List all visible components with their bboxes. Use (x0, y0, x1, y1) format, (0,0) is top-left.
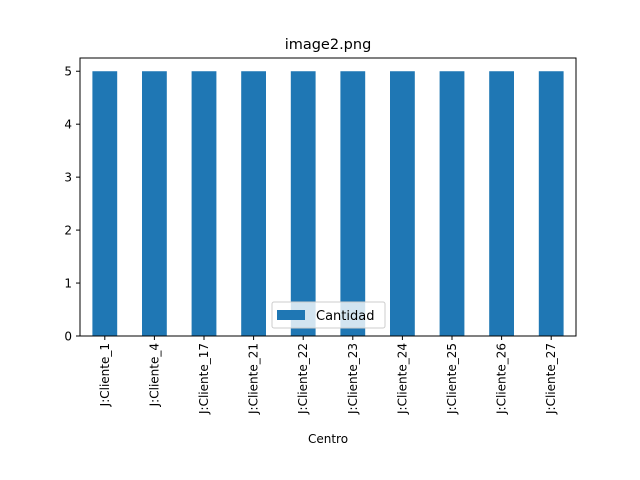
y-tick-label: 0 (64, 330, 72, 344)
y-tick-label: 5 (64, 65, 72, 79)
bar-J:Cliente_1 (92, 71, 118, 336)
bar-J:Cliente_24 (390, 71, 415, 336)
x-axis: J:Cliente_1 J:Cliente_4 J:Cliente_17 J:Clie… (98, 336, 558, 415)
x-tick-label: J:Cliente_4 (147, 343, 161, 407)
bar-J:Cliente_27 (538, 71, 564, 336)
bar-J:Cliente_4 (142, 71, 167, 336)
x-tick-label: J:Cliente_1 (98, 343, 112, 407)
bar-J:Cliente_17 (191, 71, 217, 336)
x-tick-label: J:Cliente_22 (296, 343, 310, 415)
x-tick-label: J:Cliente_24 (395, 343, 409, 415)
x-tick-label: J:Cliente_25 (445, 343, 459, 415)
x-tick-label: J:Cliente_17 (197, 343, 211, 415)
chart-title: image2.png (285, 37, 372, 53)
x-tick-label: J:Cliente_23 (346, 343, 360, 415)
bar-J:Cliente_26 (489, 71, 514, 336)
y-tick-label: 4 (64, 118, 72, 132)
bars-group (92, 71, 564, 336)
legend-box (271, 301, 386, 329)
bar-J:Cliente_21 (241, 71, 266, 336)
bar-J:Cliente_22 (290, 71, 316, 336)
legend-swatch (277, 310, 305, 320)
x-axis-label: Centro (308, 432, 348, 446)
y-tick-label: 1 (64, 277, 72, 291)
x-tick-label: J:Cliente_21 (247, 343, 261, 415)
bar-J:Cliente_25 (439, 71, 465, 336)
y-tick-label: 3 (64, 171, 72, 185)
y-tick-label: 2 (64, 224, 72, 238)
y-axis: 0 1 2 3 4 5 (64, 65, 80, 344)
legend-label: Cantidad (316, 309, 374, 324)
x-tick-label: J:Cliente_26 (495, 343, 509, 415)
legend: Cantidad (271, 301, 386, 329)
bar-J:Cliente_23 (340, 71, 366, 336)
x-tick-label: J:Cliente_27 (544, 343, 558, 415)
plot-frame (79, 57, 577, 337)
